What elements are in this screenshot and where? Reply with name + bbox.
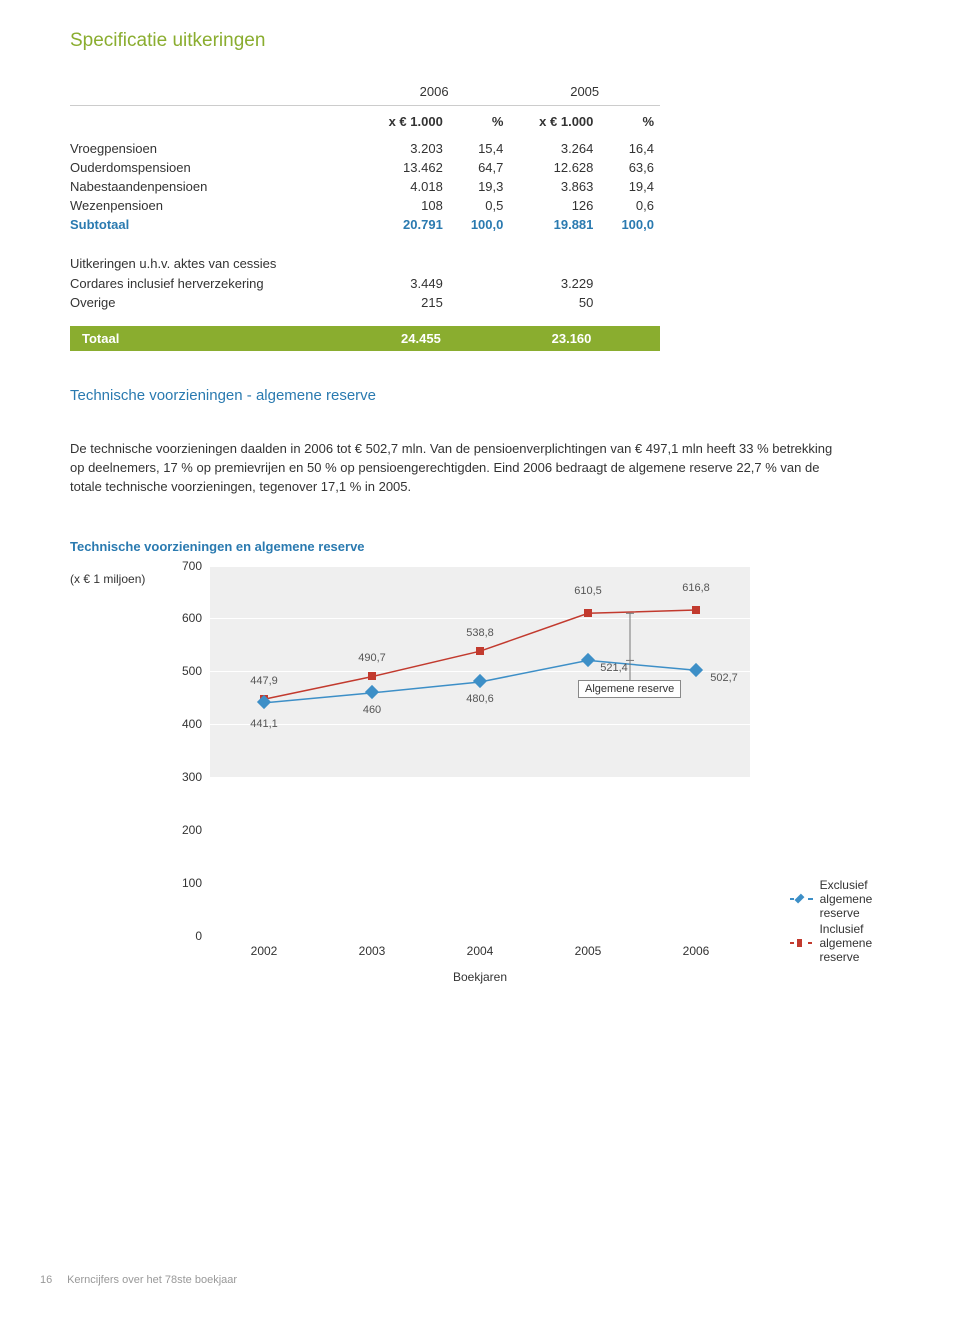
chart-title: Technische voorzieningen en algemene res… bbox=[70, 539, 900, 554]
year-2006: 2006 bbox=[359, 80, 510, 106]
table-row: Cordares inclusief herverzekering3.4493.… bbox=[70, 274, 660, 293]
x-tick: 2004 bbox=[467, 944, 494, 958]
chart-y-unit: (x € 1 miljoen) bbox=[70, 572, 145, 586]
page-footer: 16 Kerncijfers over het 78ste boekjaar bbox=[40, 1274, 237, 1286]
specificatie-table: 2006 2005 x € 1.000 % x € 1.000 % Vroegp… bbox=[70, 80, 660, 351]
table-totaal: Totaal 24.455 23.160 bbox=[70, 326, 660, 351]
page-title: Specificatie uitkeringen bbox=[70, 30, 900, 52]
year-2005: 2005 bbox=[509, 80, 660, 106]
table-row: Wezenpensioen1080,51260,6 bbox=[70, 196, 660, 215]
diamond-icon bbox=[795, 894, 805, 904]
x-axis-title: Boekjaren bbox=[453, 970, 507, 984]
table-row: Ouderdomspensioen13.46264,712.62863,6 bbox=[70, 158, 660, 177]
legend-item-red: Inclusief algemene reserve bbox=[790, 922, 900, 964]
x-tick: 2003 bbox=[359, 944, 386, 958]
y-tick: 100 bbox=[170, 876, 202, 890]
callout-label: Algemene reserve bbox=[578, 680, 681, 698]
table-year-row: 2006 2005 bbox=[70, 80, 660, 106]
y-tick: 500 bbox=[170, 664, 202, 678]
x-tick: 2006 bbox=[683, 944, 710, 958]
table-subtotal: Subtotaal 20.791 100,0 19.881 100,0 bbox=[70, 215, 660, 234]
table-unit-row: x € 1.000 % x € 1.000 % bbox=[70, 106, 660, 140]
y-tick: 600 bbox=[170, 611, 202, 625]
table-row: Overige21550 bbox=[70, 293, 660, 312]
section-heading: Technische voorzieningen - algemene rese… bbox=[70, 387, 900, 404]
legend-item-blue: Exclusief algemene reserve bbox=[790, 878, 900, 920]
y-tick: 0 bbox=[170, 929, 202, 943]
page-number: 16 bbox=[40, 1274, 64, 1286]
section2-title-row: Uitkeringen u.h.v. aktes van cessies bbox=[70, 234, 660, 274]
footer-text: Kerncijfers over het 78ste boekjaar bbox=[67, 1274, 237, 1286]
y-tick: 300 bbox=[170, 770, 202, 784]
y-tick: 700 bbox=[170, 559, 202, 573]
line-chart: (x € 1 miljoen) 010020030040050060070020… bbox=[70, 566, 900, 986]
x-tick: 2002 bbox=[251, 944, 278, 958]
y-tick: 400 bbox=[170, 717, 202, 731]
body-paragraph: De technische voorzieningen daalden in 2… bbox=[70, 440, 840, 497]
chart-legend: Exclusief algemene reserve Inclusief alg… bbox=[790, 878, 900, 966]
y-tick: 200 bbox=[170, 823, 202, 837]
square-icon bbox=[797, 939, 801, 947]
table-row: Nabestaandenpensioen4.01819,33.86319,4 bbox=[70, 177, 660, 196]
x-tick: 2005 bbox=[575, 944, 602, 958]
table-row: Vroegpensioen3.20315,43.26416,4 bbox=[70, 139, 660, 158]
